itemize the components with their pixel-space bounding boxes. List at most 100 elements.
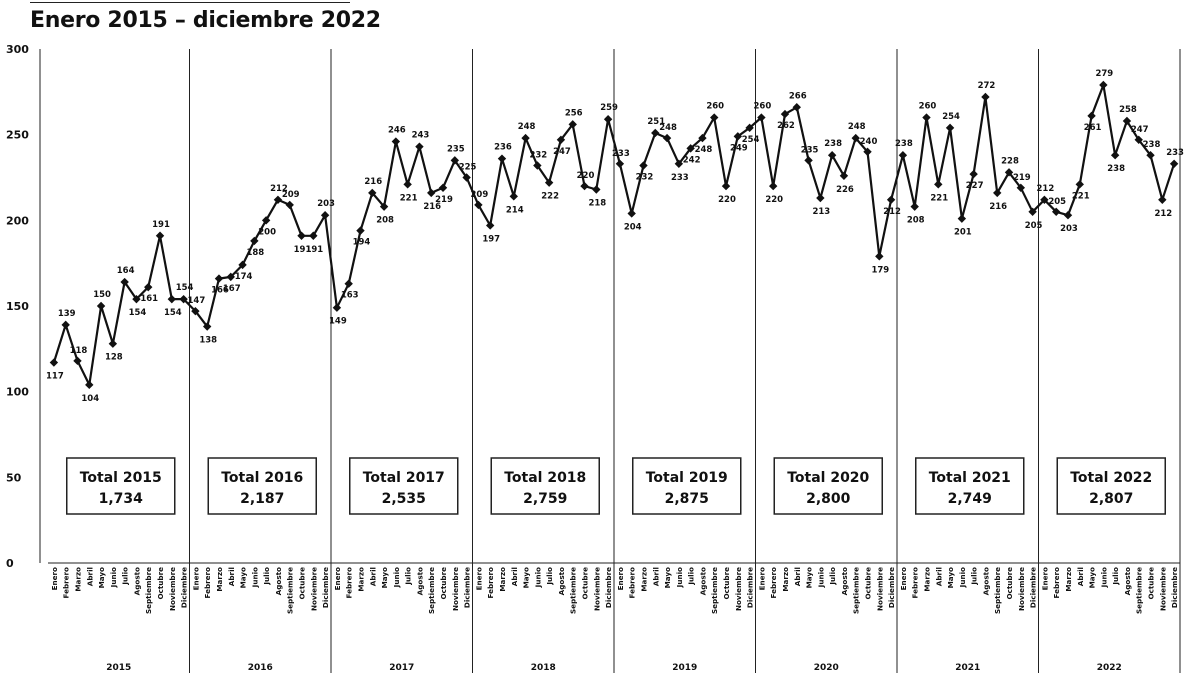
year-label: 2021 xyxy=(955,663,980,673)
data-point xyxy=(615,159,625,168)
data-label: 128 xyxy=(105,353,123,363)
data-point xyxy=(379,202,389,211)
month-tick-label: Octubre xyxy=(722,567,731,600)
data-label: 247 xyxy=(1131,125,1149,135)
year-label: 2015 xyxy=(106,663,131,673)
month-tick-label: Marzo xyxy=(498,567,507,592)
data-point xyxy=(674,159,684,168)
data-label: 212 xyxy=(1037,184,1055,194)
data-label: 222 xyxy=(541,192,559,202)
month-tick-label: Enero xyxy=(474,567,483,590)
month-tick-label: Junio xyxy=(109,567,118,588)
month-tick-label: Julio xyxy=(970,567,979,586)
data-label: 147 xyxy=(188,296,206,306)
data-point xyxy=(922,113,931,122)
month-tick-label: Abril xyxy=(85,567,94,586)
data-point xyxy=(898,151,908,160)
data-label: 216 xyxy=(989,202,1007,212)
data-point xyxy=(863,147,872,156)
data-label: 213 xyxy=(812,207,830,217)
month-tick-label: Febrero xyxy=(628,567,637,599)
data-point xyxy=(1028,207,1037,216)
data-point xyxy=(1075,180,1084,189)
month-tick-label: Octubre xyxy=(156,567,165,600)
month-tick-label: Abril xyxy=(1076,567,1085,586)
data-point xyxy=(391,137,401,146)
data-point xyxy=(627,209,636,218)
data-point xyxy=(721,181,731,191)
data-label: 212 xyxy=(883,207,901,217)
total-box xyxy=(349,457,459,515)
month-tick-label: Julio xyxy=(828,567,837,586)
data-point xyxy=(875,252,884,261)
month-tick-label: Noviembre xyxy=(734,567,743,611)
data-label: 248 xyxy=(848,122,866,132)
data-point xyxy=(132,294,141,304)
data-point xyxy=(226,272,235,282)
data-point xyxy=(533,161,542,170)
month-tick-label: Octubre xyxy=(298,567,307,600)
data-point xyxy=(981,92,990,102)
total-label: Total 2022 xyxy=(1070,470,1152,486)
month-tick-label: Agosto xyxy=(415,567,424,595)
month-tick-label: Julio xyxy=(545,567,554,586)
data-point xyxy=(474,200,483,210)
month-tick-label: Diciembre xyxy=(321,567,330,608)
data-point xyxy=(120,277,129,287)
data-label: 232 xyxy=(529,151,547,161)
month-tick-label: Julio xyxy=(262,567,271,586)
total-value: 2,759 xyxy=(523,491,567,507)
month-tick-label: Enero xyxy=(899,567,908,590)
data-point xyxy=(698,133,707,143)
month-tick-label: Diciembre xyxy=(463,567,472,608)
data-label: 212 xyxy=(270,184,288,194)
data-label: 233 xyxy=(612,149,630,159)
month-tick-label: Febrero xyxy=(769,567,778,599)
month-tick-label: Noviembre xyxy=(309,567,318,611)
data-label: 236 xyxy=(494,143,512,153)
data-label: 220 xyxy=(577,171,595,181)
month-tick-label: Noviembre xyxy=(592,567,601,611)
month-tick-label: Mayo xyxy=(663,567,672,588)
month-tick-label: Noviembre xyxy=(451,567,460,611)
month-tick-label: Septiembre xyxy=(852,567,861,614)
month-tick-label: Mayo xyxy=(380,567,389,588)
data-point xyxy=(462,173,471,182)
month-tick-label: Noviembre xyxy=(168,567,177,611)
data-label: 261 xyxy=(1084,123,1102,133)
data-point xyxy=(285,200,294,210)
data-label: 262 xyxy=(777,121,795,131)
data-point xyxy=(214,274,224,283)
month-tick-label: Diciembre xyxy=(887,567,896,608)
month-tick-label: Marzo xyxy=(1064,567,1073,592)
data-point xyxy=(521,133,530,143)
month-tick-label: Enero xyxy=(1040,567,1049,590)
month-tick-label: Junio xyxy=(1099,567,1108,588)
data-label: 208 xyxy=(907,216,925,226)
data-point xyxy=(438,183,448,192)
total-box xyxy=(66,457,176,515)
total-box xyxy=(207,457,317,515)
data-label: 219 xyxy=(435,195,453,205)
y-tick-label: 300 xyxy=(6,43,29,56)
data-point xyxy=(745,123,754,133)
data-label: 205 xyxy=(1025,221,1043,231)
y-tick-label: 50 xyxy=(6,471,22,484)
month-tick-label: Septiembre xyxy=(569,567,578,614)
y-tick-label: 150 xyxy=(6,300,29,313)
data-point xyxy=(568,120,577,129)
data-point xyxy=(639,161,648,170)
data-label: 238 xyxy=(895,139,913,149)
month-tick-label: Septiembre xyxy=(144,567,153,614)
month-tick-label: Febrero xyxy=(203,567,212,599)
data-point xyxy=(592,185,601,194)
month-tick-label: Diciembre xyxy=(746,567,755,608)
month-tick-label: Diciembre xyxy=(1170,567,1179,608)
data-point xyxy=(1004,168,1014,177)
total-value: 2,800 xyxy=(806,491,851,507)
month-tick-label: Marzo xyxy=(215,567,224,592)
data-label: 226 xyxy=(836,185,854,195)
month-tick-label: Junio xyxy=(675,567,684,588)
data-label: 235 xyxy=(801,145,819,155)
